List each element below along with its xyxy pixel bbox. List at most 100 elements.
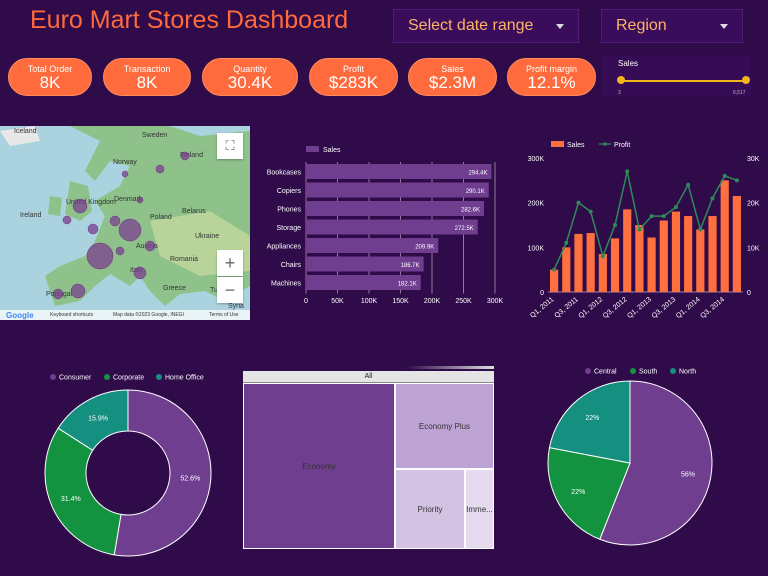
data-label: 209.9K [415,245,434,251]
kpi-value: 8K [136,73,158,92]
slider-label: Sales [618,59,639,68]
ship-mode-treemap: All Economy Economy Plus Priority Imme..… [243,366,494,549]
bar [671,211,681,292]
x-tick-label: 300K [487,298,504,305]
map-label: Norway [113,159,137,166]
kpi-value: 8K [39,73,61,92]
slider-max-value: 6,517 [733,90,746,96]
bar [720,180,729,292]
data-label: 272.5K [455,226,474,232]
x-tick-label: 50K [331,298,344,305]
legend-label: Consumer [59,375,92,382]
x-tick-label: Q3, 2011 [554,296,580,320]
bar [635,225,644,292]
legend-label: Profit [614,142,630,149]
zoom-out-button[interactable]: − [217,277,243,303]
map-footer: Google Keyboard shortcuts Map data ©2023… [0,310,250,320]
legend-swatch [603,142,607,146]
map-label: Ukraine [195,233,220,240]
category-label: Storage [276,225,301,232]
line-point [637,227,642,232]
fullscreen-button[interactable]: ⛶ [217,133,243,159]
slider-track[interactable] [621,80,747,82]
legend-swatch [306,146,319,152]
kpi-label: Total Order [27,64,73,74]
keyboard-shortcuts-link[interactable]: Keyboard shortcuts [50,312,94,318]
map-label: Tu [210,287,218,294]
profit-line [553,171,738,270]
treemap-scrollbar[interactable] [406,366,494,369]
date-range-dropdown[interactable]: Select date range [393,9,579,43]
treemap-cell[interactable]: Economy [243,383,395,549]
legend-label: Home Office [165,375,204,382]
map-label: United Kingdom [66,199,116,206]
map-data-attribution: Map data ©2023 Google, INEGI [113,312,184,318]
bar [306,164,492,179]
y2-tick-label: 0 [747,290,751,297]
fullscreen-icon: ⛶ [225,138,235,153]
line-point [722,173,727,178]
bar [562,247,571,292]
region-label: Region [616,17,667,34]
x-tick-label: 200K [424,298,441,305]
line-point [698,227,703,232]
slider-min-handle[interactable] [617,76,625,84]
kpi-label: Sales [441,64,464,74]
bar [647,237,656,292]
kpi-value: 30.4K [227,73,273,92]
page-title: Euro Mart Stores Dashboard [30,6,349,34]
line-point [673,205,678,210]
slice-label: 22% [571,489,585,496]
date-range-label: Select date range [408,17,534,34]
bar [306,201,485,216]
legend-swatch [156,374,162,380]
zoom-in-button[interactable]: + [217,250,243,276]
x-tick-label: Q1, 2013 [626,296,653,320]
slider-max-handle[interactable] [742,76,750,84]
x-tick-label: Q3, 2014 [699,296,726,320]
treemap-cell[interactable]: Economy Plus [395,383,494,469]
bar [610,238,620,292]
line-point [613,223,618,227]
x-tick-label: Q1, 2012 [578,296,605,320]
category-label: Copiers [277,188,302,195]
data-label: 282.6K [461,208,480,214]
treemap-cell[interactable]: Priority [395,469,465,549]
bar [684,216,693,292]
region-pie-chart: Central South North 56% 22% 22% [547,368,713,546]
line-point [552,267,557,272]
x-tick-label: Q3, 2012 [602,296,629,320]
x-tick-label: 250K [455,298,472,305]
line-point [710,196,715,201]
line-point [600,254,605,259]
line-point [649,214,654,219]
kpi-label: Transaction [123,64,171,74]
region-dropdown[interactable]: Region [601,9,743,43]
kpi-total-order: Total Order 8K [8,58,92,96]
bar [306,219,478,235]
treemap-cell[interactable]: Imme... [465,469,494,549]
kpi-quantity: Quantity 30.4K [202,58,298,96]
terms-link[interactable]: Terms of Use [209,312,239,318]
line-point [661,214,666,219]
kpi-value: $2.3M [428,73,477,92]
map-label: Iceland [14,128,37,135]
slice-label: 22% [585,415,599,422]
chevron-down-icon [556,24,564,29]
legend-swatch [551,141,564,147]
line-point [576,200,581,205]
plus-icon: + [224,253,236,273]
line-point [686,182,691,187]
slice-label: 52.6% [180,476,200,483]
line-point [734,178,739,183]
bar [550,269,559,292]
sales-range-slider[interactable]: Sales 3 6,517 [603,56,751,96]
pie-slice [599,380,713,546]
europe-map[interactable]: Iceland Sweden Finland Norway Denmark Un… [0,126,250,320]
x-tick-label: 150K [392,298,409,305]
pie-slice [547,447,631,540]
y2-tick-label: 30K [747,156,760,163]
map-label: Syria [228,303,244,310]
x-tick-label: Q1, 2014 [675,296,702,320]
data-label: 290.1K [466,189,485,195]
